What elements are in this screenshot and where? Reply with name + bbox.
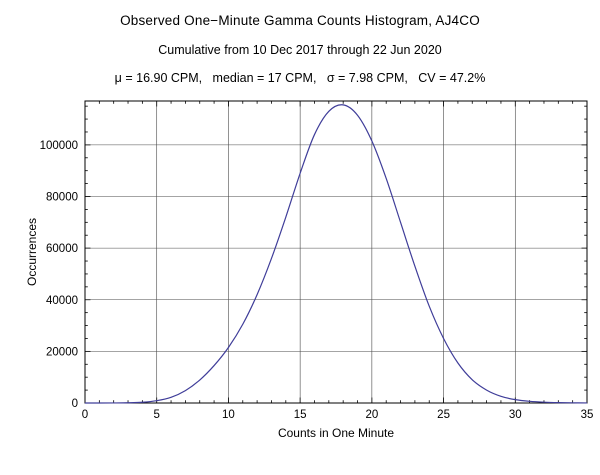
svg-text:0: 0 bbox=[72, 398, 78, 410]
x-tick-labels: 0 5 10 15 20 25 30 35 bbox=[82, 409, 594, 421]
y-tick-labels: 0 20000 40000 60000 80000 100000 bbox=[40, 140, 78, 410]
histogram-plot: 0 5 10 15 20 25 30 35 0 20000 40000 60000 80000 10000… bbox=[25, 100, 594, 440]
svg-text:60000: 60000 bbox=[46, 243, 78, 255]
svg-text:35: 35 bbox=[581, 409, 594, 421]
plot-frame bbox=[84, 100, 588, 404]
svg-text:20000: 20000 bbox=[46, 346, 78, 358]
svg-text:80000: 80000 bbox=[46, 192, 78, 204]
svg-text:30: 30 bbox=[509, 409, 522, 421]
svg-text:40000: 40000 bbox=[46, 295, 78, 307]
gridlines bbox=[85, 101, 587, 403]
svg-text:5: 5 bbox=[154, 409, 160, 421]
svg-text:20: 20 bbox=[365, 409, 378, 421]
svg-text:0: 0 bbox=[82, 409, 88, 421]
axis-ticks bbox=[84, 101, 588, 404]
y-axis-label: Occurrences bbox=[25, 218, 39, 286]
svg-text:25: 25 bbox=[437, 409, 450, 421]
chart-title: Observed One−Minute Gamma Counts Histogr… bbox=[120, 13, 480, 28]
chart-stats-line: μ = 16.90 CPM, median = 17 CPM, σ = 7.98… bbox=[114, 71, 486, 85]
svg-text:100000: 100000 bbox=[40, 140, 78, 152]
svg-text:15: 15 bbox=[294, 409, 307, 421]
svg-text:10: 10 bbox=[222, 409, 235, 421]
x-axis-label: Counts in One Minute bbox=[278, 426, 394, 440]
chart-subtitle: Cumulative from 10 Dec 2017 through 22 J… bbox=[158, 43, 442, 57]
histogram-curve bbox=[85, 104, 588, 404]
